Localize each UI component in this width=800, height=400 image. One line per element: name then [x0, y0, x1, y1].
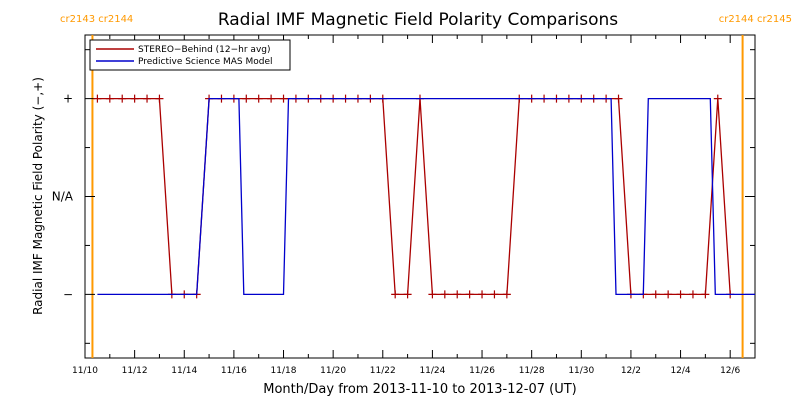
data-point-marker [391, 290, 400, 299]
y-tick-labels: − N/A + [52, 92, 74, 302]
x-tick-label: 11/18 [271, 366, 297, 376]
data-point-marker [93, 94, 102, 103]
y-axis-label: Radial IMF Magnetic Field Polarity (−,+) [31, 77, 45, 315]
data-point-marker [428, 290, 437, 299]
data-point-marker [403, 290, 412, 299]
data-point-marker [118, 94, 127, 103]
axis-ticks [84, 35, 756, 358]
y-tick-label: − [63, 287, 73, 301]
data-point-marker [502, 290, 511, 299]
data-point-marker [254, 94, 263, 103]
data-point-marker [651, 290, 660, 299]
x-tick-label: 12/6 [720, 366, 740, 376]
x-tick-label: 11/20 [320, 366, 346, 376]
legend-box [89, 39, 291, 71]
y-tick-label: + [63, 92, 73, 106]
data-point-marker [688, 290, 697, 299]
data-point-marker [664, 290, 673, 299]
x-tick-label: 11/28 [519, 366, 545, 376]
data-point-marker [453, 290, 462, 299]
data-point-marker [279, 94, 288, 103]
x-tick-label: 12/2 [621, 366, 641, 376]
data-point-marker [701, 290, 710, 299]
data-point-marker [143, 94, 152, 103]
x-tick-label: 11/16 [221, 366, 247, 376]
legend-label-model: Predictive Science MAS Model [138, 57, 273, 67]
carrington-label-right: cr2144 cr2145 [719, 14, 792, 25]
chart-title: Radial IMF Magnetic Field Polarity Compa… [218, 10, 618, 30]
x-axis-label: Month/Day from 2013-11-10 to 2013-12-07 … [263, 382, 576, 397]
data-point-marker [465, 290, 474, 299]
data-point-marker [614, 94, 623, 103]
data-point-marker [155, 94, 164, 103]
x-tick-labels: 11/10 11/12 11/14 11/16 11/18 11/20 11/22 11/24… [72, 366, 741, 376]
x-tick-label: 11/30 [568, 366, 594, 376]
series-layer [93, 94, 755, 299]
x-tick-label: 11/26 [469, 366, 495, 376]
legend-label-stereo: STEREO−Behind (12−hr avg) [138, 45, 271, 55]
data-point-marker [713, 94, 722, 103]
data-point-marker [676, 290, 685, 299]
data-point-marker [242, 94, 251, 103]
series-line-1 [97, 97, 755, 296]
x-tick-label: 11/24 [419, 366, 445, 376]
data-point-marker [130, 94, 139, 103]
data-point-marker [478, 290, 487, 299]
x-tick-label: 11/10 [72, 366, 98, 376]
x-tick-label: 11/12 [122, 366, 148, 376]
y-tick-label: N/A [52, 190, 74, 204]
legend: STEREO−Behind (12−hr avg) Predictive Sci… [89, 39, 291, 71]
data-point-marker [440, 290, 449, 299]
x-tick-label: 11/14 [171, 366, 197, 376]
x-tick-label: 12/4 [670, 366, 690, 376]
carrington-label-left: cr2143 cr2144 [60, 14, 133, 25]
data-point-marker [267, 94, 276, 103]
x-tick-label: 11/22 [370, 366, 396, 376]
data-point-marker [105, 94, 114, 103]
data-point-marker [490, 290, 499, 299]
